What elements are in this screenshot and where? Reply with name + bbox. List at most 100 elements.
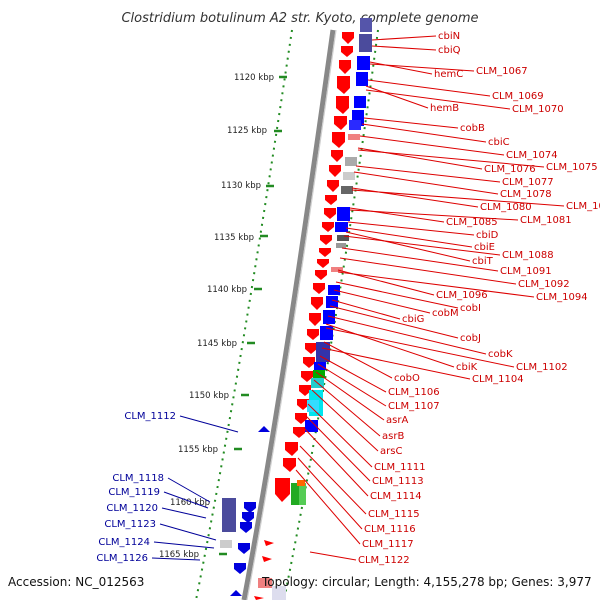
gene-label[interactable]: CLM_1075 xyxy=(546,162,598,173)
gene-label[interactable]: CLM_1085 xyxy=(446,217,498,228)
map-title: Clostridium botulinum A2 str. Kyoto, com… xyxy=(121,11,478,26)
gene-label[interactable]: cbiQ xyxy=(438,45,461,56)
gene-label[interactable]: cbiK xyxy=(456,362,478,373)
forward-gene-block xyxy=(331,267,343,272)
forward-gene-arrow xyxy=(332,132,345,148)
gene-label[interactable]: CLM_1074 xyxy=(506,150,558,161)
gene-label[interactable]: CLM_1124 xyxy=(98,537,150,548)
gene-label[interactable]: CLM_1106 xyxy=(388,387,440,398)
gene-label[interactable]: CLM_1088 xyxy=(502,250,554,261)
gene-block xyxy=(341,186,353,194)
reverse-gene-block xyxy=(356,72,368,86)
forward-gene-arrow xyxy=(297,399,309,410)
forward-gene-arrow xyxy=(275,478,290,502)
gene-block xyxy=(307,400,319,412)
forward-gene-arrow xyxy=(283,458,296,472)
gene-label[interactable]: CLM_1107 xyxy=(388,401,440,412)
gene-label[interactable]: cobJ xyxy=(460,333,481,344)
gene-label[interactable]: CLM_1112 xyxy=(124,411,176,422)
forward-gene-arrow xyxy=(264,540,274,546)
forward-gene-arrow xyxy=(331,150,343,162)
gene-label[interactable]: CLM_1069 xyxy=(492,91,544,102)
gene-label[interactable]: arsC xyxy=(380,446,402,457)
reverse-gene-block xyxy=(357,56,370,70)
gene-label[interactable]: CLM_1102 xyxy=(516,362,568,373)
gene-label[interactable]: CLM_1096 xyxy=(436,290,488,301)
forward-gene-arrow xyxy=(303,357,315,368)
forward-gene-arrow xyxy=(322,222,334,232)
gene-label[interactable]: cobM xyxy=(432,308,459,319)
gc-skew-left-arc xyxy=(195,29,293,600)
gene-label[interactable]: CLM_1092 xyxy=(518,279,570,290)
reverse-gene-block xyxy=(323,310,335,324)
gene-label[interactable]: cobO xyxy=(394,373,420,384)
gene-block xyxy=(291,483,299,505)
forward-gene-arrow xyxy=(339,60,351,74)
forward-gene-arrow xyxy=(285,442,298,456)
gene-label[interactable]: CLM_1116 xyxy=(364,524,416,535)
gene-label[interactable]: CLM_1119 xyxy=(108,487,160,498)
gene-label[interactable]: CLM_1120 xyxy=(106,503,158,514)
kbp-label: 1130 kbp xyxy=(221,181,261,191)
gene-label[interactable]: cobK xyxy=(488,349,513,360)
other-genes xyxy=(220,157,357,600)
gene-block xyxy=(220,540,232,548)
gene-label[interactable]: CLM_1117 xyxy=(362,539,414,550)
forward-gene-arrow xyxy=(305,343,317,354)
forward-gene-arrow xyxy=(295,413,307,424)
forward-gene-arrow xyxy=(311,297,323,310)
gene-label[interactable]: hemC xyxy=(434,69,463,80)
gene-label[interactable]: CLM_1076 xyxy=(484,164,536,175)
gene-label[interactable]: CLM_1081 xyxy=(520,215,572,226)
gene-label[interactable]: cbiN xyxy=(438,31,460,42)
right-leader-lines xyxy=(295,35,565,561)
gene-label[interactable]: cbiT xyxy=(472,256,494,267)
gene-label[interactable]: CLM_1070 xyxy=(512,104,564,115)
gene-label[interactable]: cobI xyxy=(460,303,481,314)
gene-label[interactable]: CLM_1091 xyxy=(500,266,552,277)
gene-label[interactable]: CLM_1111 xyxy=(374,462,426,473)
gene-label[interactable]: CLM_1114 xyxy=(370,491,422,502)
reverse-gene-block xyxy=(222,498,236,532)
gene-label[interactable]: CLM_1078 xyxy=(500,189,552,200)
gene-label[interactable]: CLM_1113 xyxy=(372,476,424,487)
forward-gene-arrow xyxy=(315,270,327,280)
kbp-label: 1155 kbp xyxy=(178,445,218,455)
kbp-label: 1120 kbp xyxy=(234,73,274,83)
reverse-gene-block xyxy=(320,326,333,340)
gene-label[interactable]: CLM_1122 xyxy=(358,555,410,566)
gene-label[interactable]: CLM_1104 xyxy=(472,374,524,385)
gene-label[interactable]: CLM_1080 xyxy=(480,202,532,213)
gene-label[interactable]: CLM_1079 xyxy=(566,201,600,212)
forward-gene-block xyxy=(348,134,360,140)
gene-label[interactable]: CLM_1094 xyxy=(536,292,588,303)
left-gene-labels: CLM_1112 CLM_1118 CLM_1119 CLM_1120 CLM_… xyxy=(96,411,176,564)
reverse-gene-arrow xyxy=(244,502,256,513)
reverse-gene-block xyxy=(314,362,326,370)
gene-label[interactable]: CLM_1115 xyxy=(368,509,420,520)
forward-gene-arrow xyxy=(309,313,321,326)
reverse-gene-arrow xyxy=(242,512,254,523)
forward-gene-arrow xyxy=(320,235,332,245)
gene-label[interactable]: CLM_1077 xyxy=(502,177,554,188)
gene-label[interactable]: CLM_1067 xyxy=(476,66,528,77)
gene-label[interactable]: CLM_1118 xyxy=(112,473,164,484)
gene-label[interactable]: cbiC xyxy=(488,137,510,148)
gene-label[interactable]: hemB xyxy=(430,103,459,114)
gene-label[interactable]: CLM_1126 xyxy=(96,553,148,564)
gene-label[interactable]: cbiG xyxy=(402,314,424,325)
kbp-label: 1145 kbp xyxy=(197,339,237,349)
gene-label[interactable]: cbiE xyxy=(474,242,495,253)
forward-strand-genes xyxy=(254,32,354,600)
gc-skew-right-arc xyxy=(283,29,379,600)
reverse-gene-arrow xyxy=(230,590,242,596)
gene-label[interactable]: cbiD xyxy=(476,230,499,241)
reverse-gene-arrow xyxy=(238,543,250,554)
gene-label[interactable]: cobB xyxy=(460,123,485,134)
gene-label[interactable]: asrB xyxy=(382,431,404,442)
forward-gene-arrow xyxy=(342,32,354,44)
gene-label[interactable]: CLM_1123 xyxy=(104,519,156,530)
gene-label[interactable]: asrA xyxy=(386,415,408,426)
kbp-label: 1125 kbp xyxy=(227,126,267,136)
